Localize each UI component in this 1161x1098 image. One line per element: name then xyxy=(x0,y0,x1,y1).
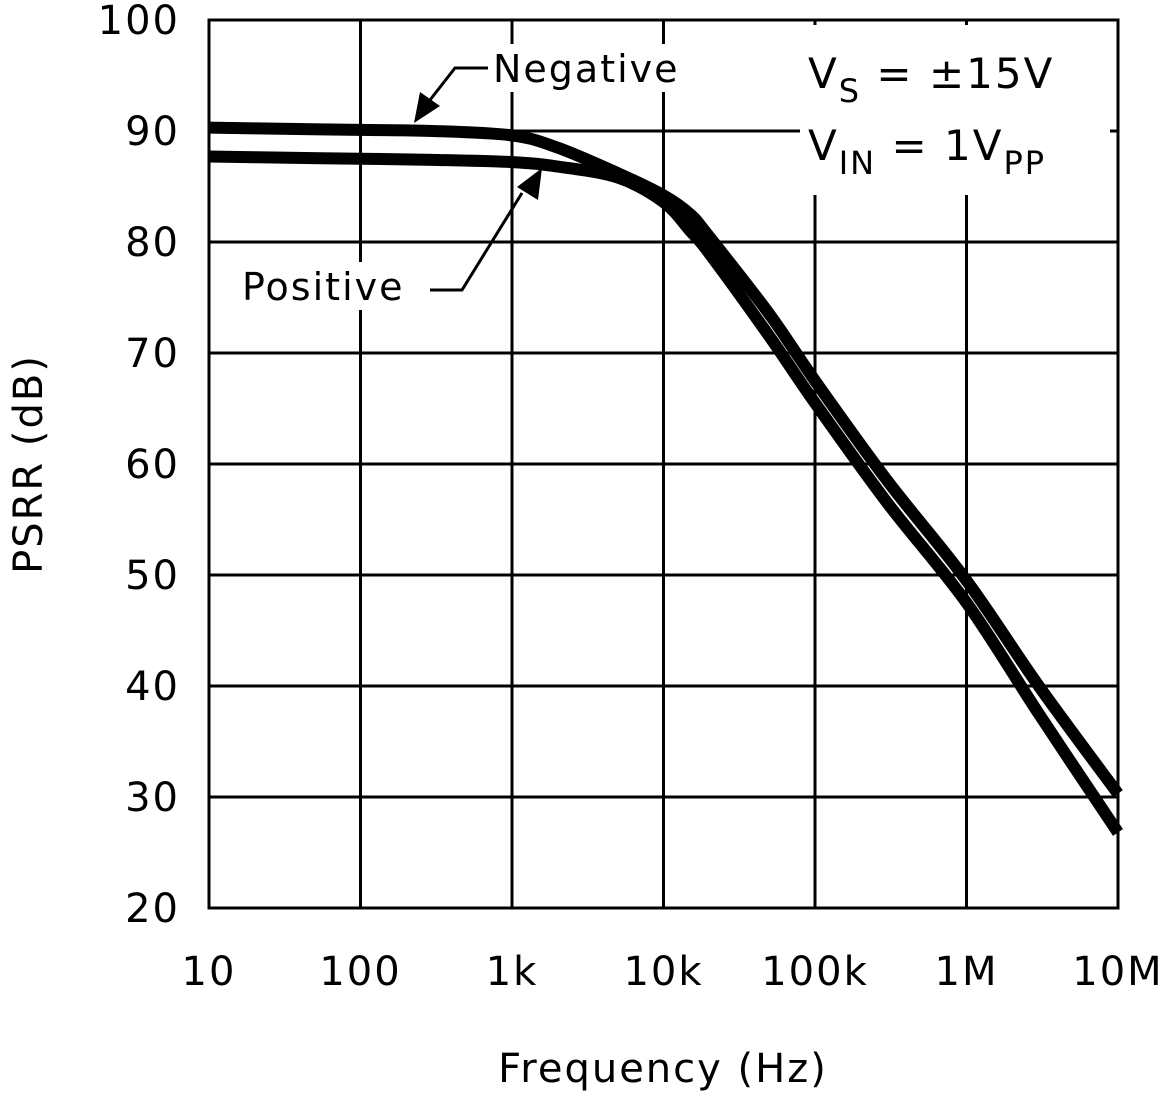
x-tick-label: 1M xyxy=(935,949,999,995)
series-line-positive xyxy=(208,150,1123,836)
x-axis-label: Frequency (Hz) xyxy=(498,1046,828,1092)
y-tick-label: 30 xyxy=(125,775,180,821)
arrow-head xyxy=(517,168,542,200)
annotation-positive: Positive xyxy=(238,168,542,310)
x-tick-label: 10k xyxy=(623,949,703,995)
tick-labels: 10 100 1k 10k 100k 1M 10M 20 30 40 50 60 70 80 90 100 xyxy=(98,0,1161,995)
y-tick-label: 60 xyxy=(125,442,180,488)
plot-frame xyxy=(207,18,1120,910)
y-tick-label: 50 xyxy=(125,553,180,599)
annotation-negative: Negative xyxy=(414,44,698,123)
y-tick-label: 20 xyxy=(125,886,180,932)
conditions-legend: VS = ±15V VIN = 1VPP xyxy=(800,25,1110,195)
x-tick-label: 10M xyxy=(1072,949,1161,995)
y-tick-label: 100 xyxy=(98,0,180,44)
x-tick-label: 1k xyxy=(486,949,539,995)
positive-label: Positive xyxy=(242,265,405,309)
curves xyxy=(208,121,1123,836)
y-tick-label: 90 xyxy=(125,109,180,155)
y-tick-label: 80 xyxy=(125,220,180,266)
y-tick-label: 40 xyxy=(125,664,180,710)
x-tick-label: 10 xyxy=(182,949,237,995)
x-tick-label: 100 xyxy=(319,949,401,995)
y-axis-label: PSRR (dB) xyxy=(6,354,52,574)
series-line-negative xyxy=(208,121,1123,798)
x-tick-label: 100k xyxy=(761,949,869,995)
y-tick-label: 70 xyxy=(125,331,180,377)
arrow-head xyxy=(414,92,440,123)
vs-condition: VS = ±15V xyxy=(808,49,1054,110)
negative-label: Negative xyxy=(493,47,680,91)
vin-condition: VIN = 1VPP xyxy=(808,121,1046,182)
